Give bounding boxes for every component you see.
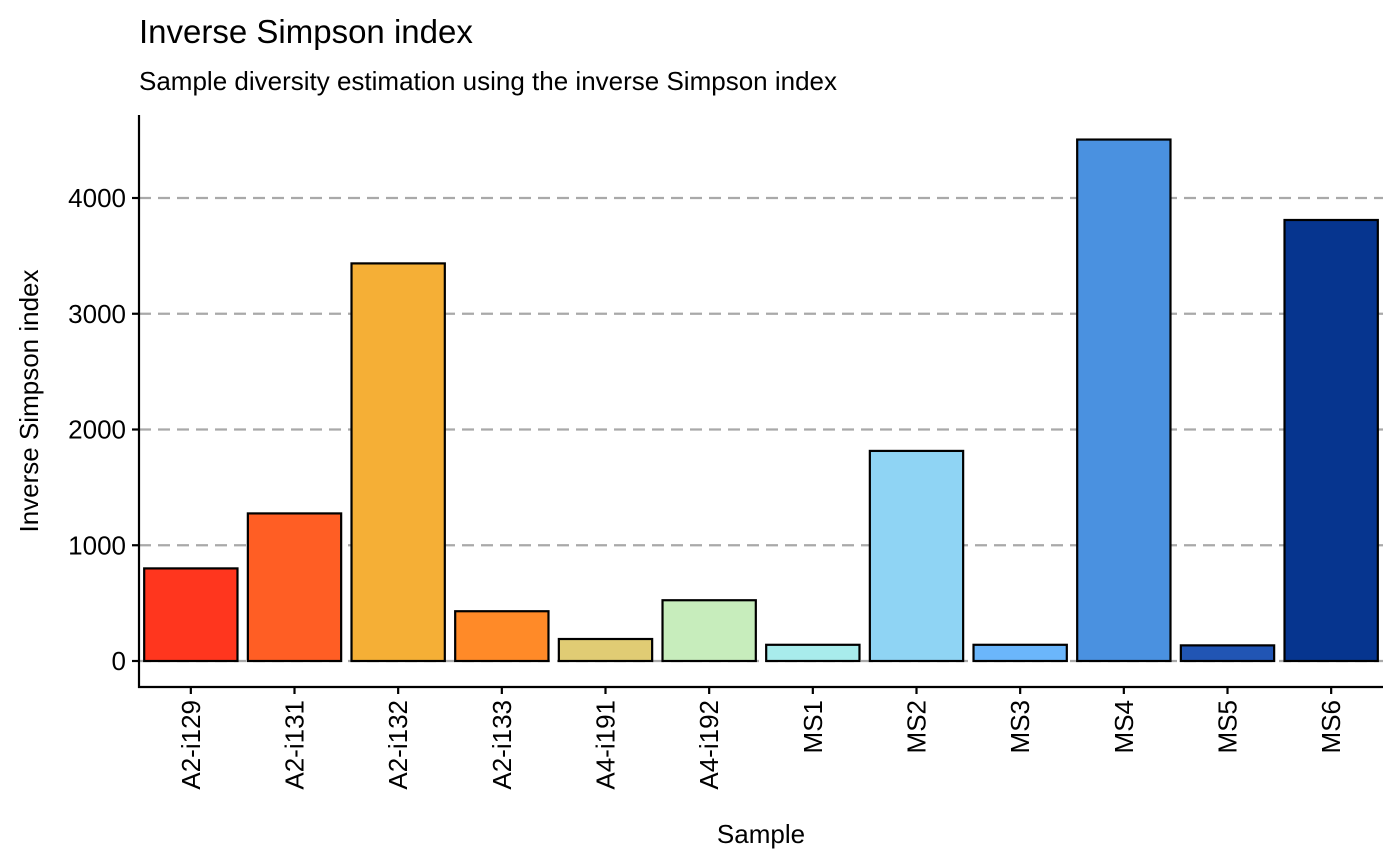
x-tick-label-MS5: MS5 — [1213, 700, 1243, 753]
chart-title: Inverse Simpson index — [139, 13, 473, 50]
y-tick-label-1000: 1000 — [68, 530, 126, 560]
y-axis-ticks: 0 1000 2000 3000 4000 — [68, 183, 139, 676]
x-tick-label-A4-i191: A4-i191 — [591, 700, 621, 790]
bar-A2-i132 — [350, 262, 446, 663]
y-axis-title: Inverse Simpson index — [14, 269, 44, 532]
bars — [143, 138, 1379, 663]
bar-MS1 — [765, 643, 861, 663]
x-tick-label-MS4: MS4 — [1109, 700, 1139, 753]
x-tick-label-MS2: MS2 — [902, 700, 932, 753]
y-tick-label-2000: 2000 — [68, 415, 126, 445]
x-tick-label-A2-i131: A2-i131 — [280, 700, 310, 790]
x-axis-ticks: A2-i129 A2-i131 A2-i132 A2-i133 A4-i191 A4-i1… — [176, 687, 1346, 790]
y-tick-label-4000: 4000 — [68, 183, 126, 213]
x-tick-label-A2-i133: A2-i133 — [487, 700, 517, 790]
x-tick-label-MS1: MS1 — [798, 700, 828, 753]
x-tick-label-MS3: MS3 — [1005, 700, 1035, 753]
bar-A2-i129 — [143, 567, 239, 663]
bar-A4-i191 — [557, 637, 654, 663]
x-tick-label-A2-i132: A2-i132 — [383, 700, 413, 790]
bar-MS2 — [868, 449, 965, 663]
x-tick-label-MS6: MS6 — [1316, 700, 1346, 753]
bar-A2-i133 — [454, 610, 550, 663]
bar-MS5 — [1179, 644, 1276, 663]
x-axis-title: Sample — [717, 819, 805, 849]
gridlines — [139, 196, 1383, 663]
x-tick-label-A4-i192: A4-i192 — [694, 700, 724, 790]
bar-A4-i192 — [661, 599, 757, 663]
bar-A2-i131 — [246, 512, 343, 663]
x-tick-label-A2-i129: A2-i129 — [176, 700, 206, 790]
bar-MS6 — [1283, 218, 1379, 663]
bar-MS3 — [972, 643, 1068, 663]
bar-MS4 — [1076, 138, 1172, 663]
y-tick-label-0: 0 — [112, 646, 126, 676]
chart-subtitle: Sample diversity estimation using the in… — [139, 66, 837, 96]
y-tick-label-3000: 3000 — [68, 299, 126, 329]
